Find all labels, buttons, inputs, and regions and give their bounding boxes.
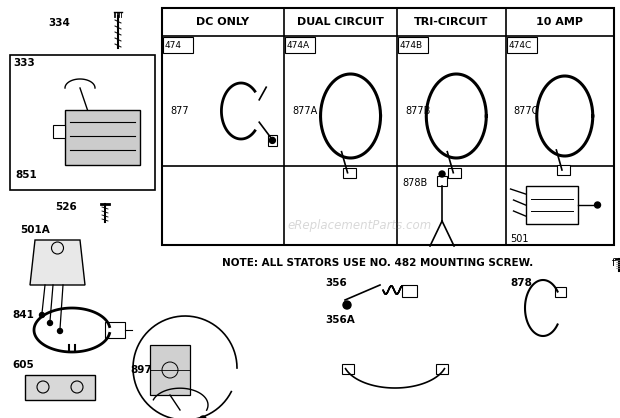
Circle shape (48, 321, 53, 326)
Text: 474A: 474A (287, 41, 310, 49)
Text: eReplacementParts.com: eReplacementParts.com (288, 219, 432, 232)
Text: 334: 334 (48, 18, 70, 28)
Polygon shape (557, 165, 570, 175)
Text: 878: 878 (510, 278, 532, 288)
Polygon shape (268, 135, 277, 146)
Circle shape (343, 301, 351, 309)
Circle shape (595, 202, 601, 208)
Text: 851: 851 (15, 170, 37, 180)
Polygon shape (105, 322, 125, 338)
Text: 501A: 501A (20, 225, 50, 235)
Text: 878B: 878B (402, 178, 427, 188)
Polygon shape (163, 37, 193, 53)
Text: 877A: 877A (292, 106, 317, 116)
Circle shape (58, 329, 63, 334)
Text: 877B: 877B (405, 106, 430, 116)
Text: DC ONLY: DC ONLY (197, 17, 250, 27)
Circle shape (40, 313, 45, 318)
Polygon shape (402, 285, 417, 297)
Text: 897: 897 (130, 365, 152, 375)
Polygon shape (436, 364, 448, 374)
Polygon shape (526, 186, 577, 224)
Polygon shape (150, 345, 190, 395)
Polygon shape (65, 110, 140, 165)
Text: 356A: 356A (325, 315, 355, 325)
Polygon shape (507, 37, 536, 53)
Text: TRI-CIRCUIT: TRI-CIRCUIT (414, 17, 489, 27)
Polygon shape (342, 364, 353, 374)
Text: f: f (612, 258, 616, 268)
Text: 10 AMP: 10 AMP (536, 17, 583, 27)
Polygon shape (10, 55, 155, 190)
Text: 877: 877 (170, 106, 188, 116)
Text: 877C: 877C (513, 106, 539, 116)
Polygon shape (342, 168, 355, 178)
Polygon shape (285, 37, 315, 53)
Text: 841: 841 (12, 310, 34, 320)
Text: DUAL CIRCUIT: DUAL CIRCUIT (297, 17, 384, 27)
Text: 605: 605 (12, 360, 33, 370)
Text: NOTE: ALL STATORS USE NO. 482 MOUNTING SCREW.: NOTE: ALL STATORS USE NO. 482 MOUNTING S… (223, 258, 534, 268)
Polygon shape (30, 240, 85, 285)
Circle shape (269, 138, 275, 143)
Polygon shape (25, 375, 95, 400)
Polygon shape (398, 37, 428, 53)
Circle shape (439, 171, 445, 177)
Text: 474: 474 (165, 41, 182, 49)
Text: 333: 333 (13, 58, 35, 68)
Text: 474B: 474B (400, 41, 423, 49)
Polygon shape (554, 287, 565, 296)
Text: 474C: 474C (508, 41, 532, 49)
Text: 501: 501 (510, 234, 529, 244)
Polygon shape (448, 168, 461, 178)
Circle shape (200, 416, 206, 418)
Polygon shape (437, 176, 447, 186)
Text: 356: 356 (325, 278, 347, 288)
Polygon shape (53, 125, 65, 138)
Text: 526: 526 (55, 202, 77, 212)
